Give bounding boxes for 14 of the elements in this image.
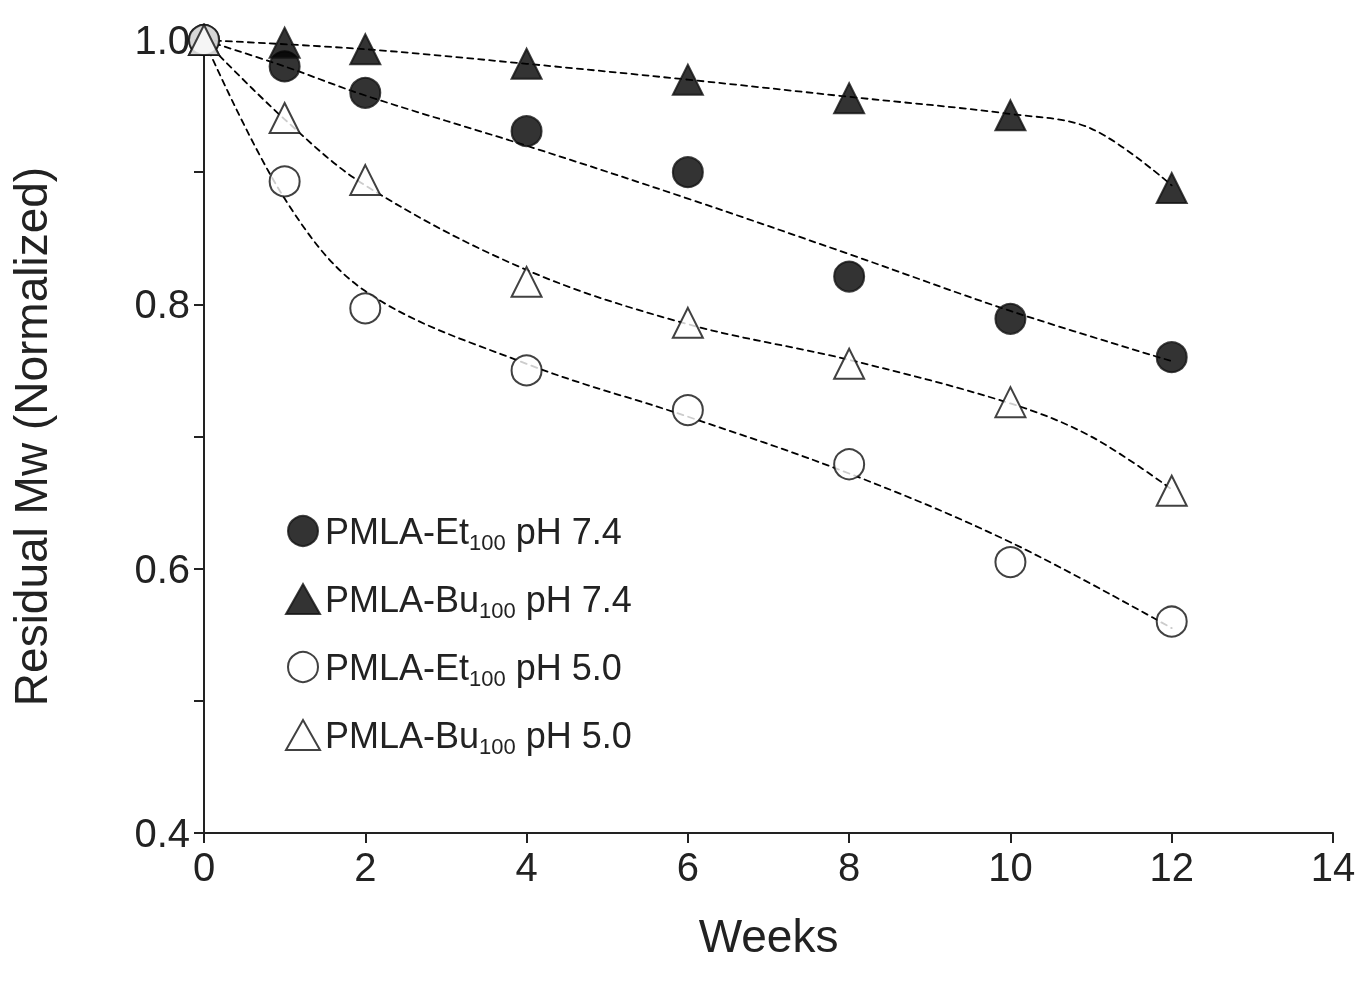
- x-tick-label: 2: [354, 845, 377, 889]
- x-axis-title: Weeks: [698, 910, 839, 962]
- x-tick-label: 4: [515, 845, 538, 889]
- y-axis-title: Residual Mw (Normalized): [5, 166, 57, 707]
- x-tick-label: 8: [838, 845, 861, 889]
- x-tick-label: 10: [988, 845, 1033, 889]
- y-tick-label: 1.0: [134, 18, 190, 62]
- y-tick-label: 0.6: [134, 546, 190, 591]
- x-tick-label: 14: [1310, 845, 1356, 889]
- y-tick-label: 0.4: [134, 811, 190, 855]
- y-tick-label: 0.8: [134, 282, 190, 327]
- x-tick-label: 6: [676, 845, 699, 889]
- x-tick-label: 0: [192, 845, 216, 889]
- x-tick-label: 12: [1149, 845, 1194, 889]
